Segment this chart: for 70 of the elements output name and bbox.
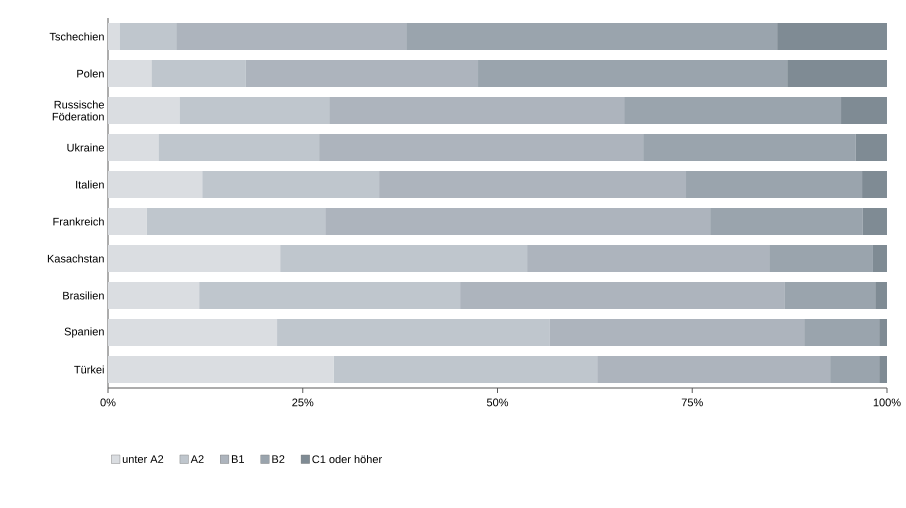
bar: [246, 60, 478, 87]
bar: [841, 97, 887, 124]
bar: [597, 356, 830, 383]
y-tick-label: Ukraine: [67, 143, 104, 152]
x-tick-label: 0%: [100, 398, 116, 406]
bar: [875, 282, 887, 309]
bar: [862, 208, 887, 235]
bar: [108, 318, 278, 346]
bar: [120, 23, 177, 50]
bar: [152, 60, 246, 87]
bar: [334, 356, 598, 383]
legend-label: unter A2: [122, 455, 164, 464]
legend-label: B1: [232, 455, 244, 463]
bar: [108, 244, 280, 272]
bar: [550, 318, 804, 346]
bar: [108, 171, 202, 198]
legend-label: C1 oder höher: [312, 455, 382, 464]
bar: [176, 23, 406, 50]
legend-label: A2: [190, 455, 204, 463]
bar: [108, 60, 152, 87]
bar: [710, 208, 863, 235]
bar: [319, 134, 644, 161]
bar: [108, 208, 147, 235]
bar: [280, 244, 528, 272]
bar: [879, 356, 887, 383]
legend-label: B2: [272, 455, 284, 463]
y-tick-label: Italien: [76, 180, 104, 189]
bar: [804, 318, 880, 346]
bar: [787, 60, 887, 87]
bar: [199, 282, 460, 309]
bar: [202, 171, 380, 198]
bar: [624, 97, 842, 124]
bar: [406, 23, 778, 50]
bar: [108, 356, 334, 383]
bar: [108, 134, 159, 161]
bar: [856, 134, 887, 161]
x-tick-label: 100%: [874, 398, 901, 406]
bar: [329, 97, 624, 124]
bar: [478, 60, 788, 87]
bar: [686, 171, 862, 198]
bar: [460, 282, 785, 309]
y-tick-label: Polen: [77, 69, 104, 78]
bar: [527, 244, 770, 272]
bar: [879, 318, 887, 346]
y-tick-label: Russische Föderation: [52, 100, 104, 121]
x-tick-label: 75%: [682, 398, 703, 406]
y-tick-label: Türkei: [74, 365, 104, 374]
bar: [108, 23, 120, 50]
y-tick-label: Kasachstan: [48, 254, 104, 263]
bar: [379, 171, 686, 198]
bar: [862, 171, 887, 198]
bar: [146, 208, 326, 235]
bar: [777, 23, 887, 50]
bar: [769, 244, 873, 272]
bar: [325, 208, 710, 235]
bar: [158, 134, 320, 161]
bar: [784, 282, 876, 309]
y-tick-label: Brasilien: [63, 291, 104, 300]
bar: [643, 134, 856, 161]
bar: [180, 97, 330, 124]
y-tick-label: Tschechien: [50, 32, 104, 41]
bar: [277, 318, 550, 346]
bar: [872, 244, 887, 272]
x-tick-label: 50%: [486, 398, 508, 406]
bar: [108, 282, 200, 309]
x-tick-label: 25%: [292, 398, 314, 406]
bar: [830, 356, 880, 383]
bar: [108, 97, 180, 124]
y-tick-label: Spanien: [64, 327, 104, 338]
y-tick-label: Frankreich: [53, 217, 104, 226]
